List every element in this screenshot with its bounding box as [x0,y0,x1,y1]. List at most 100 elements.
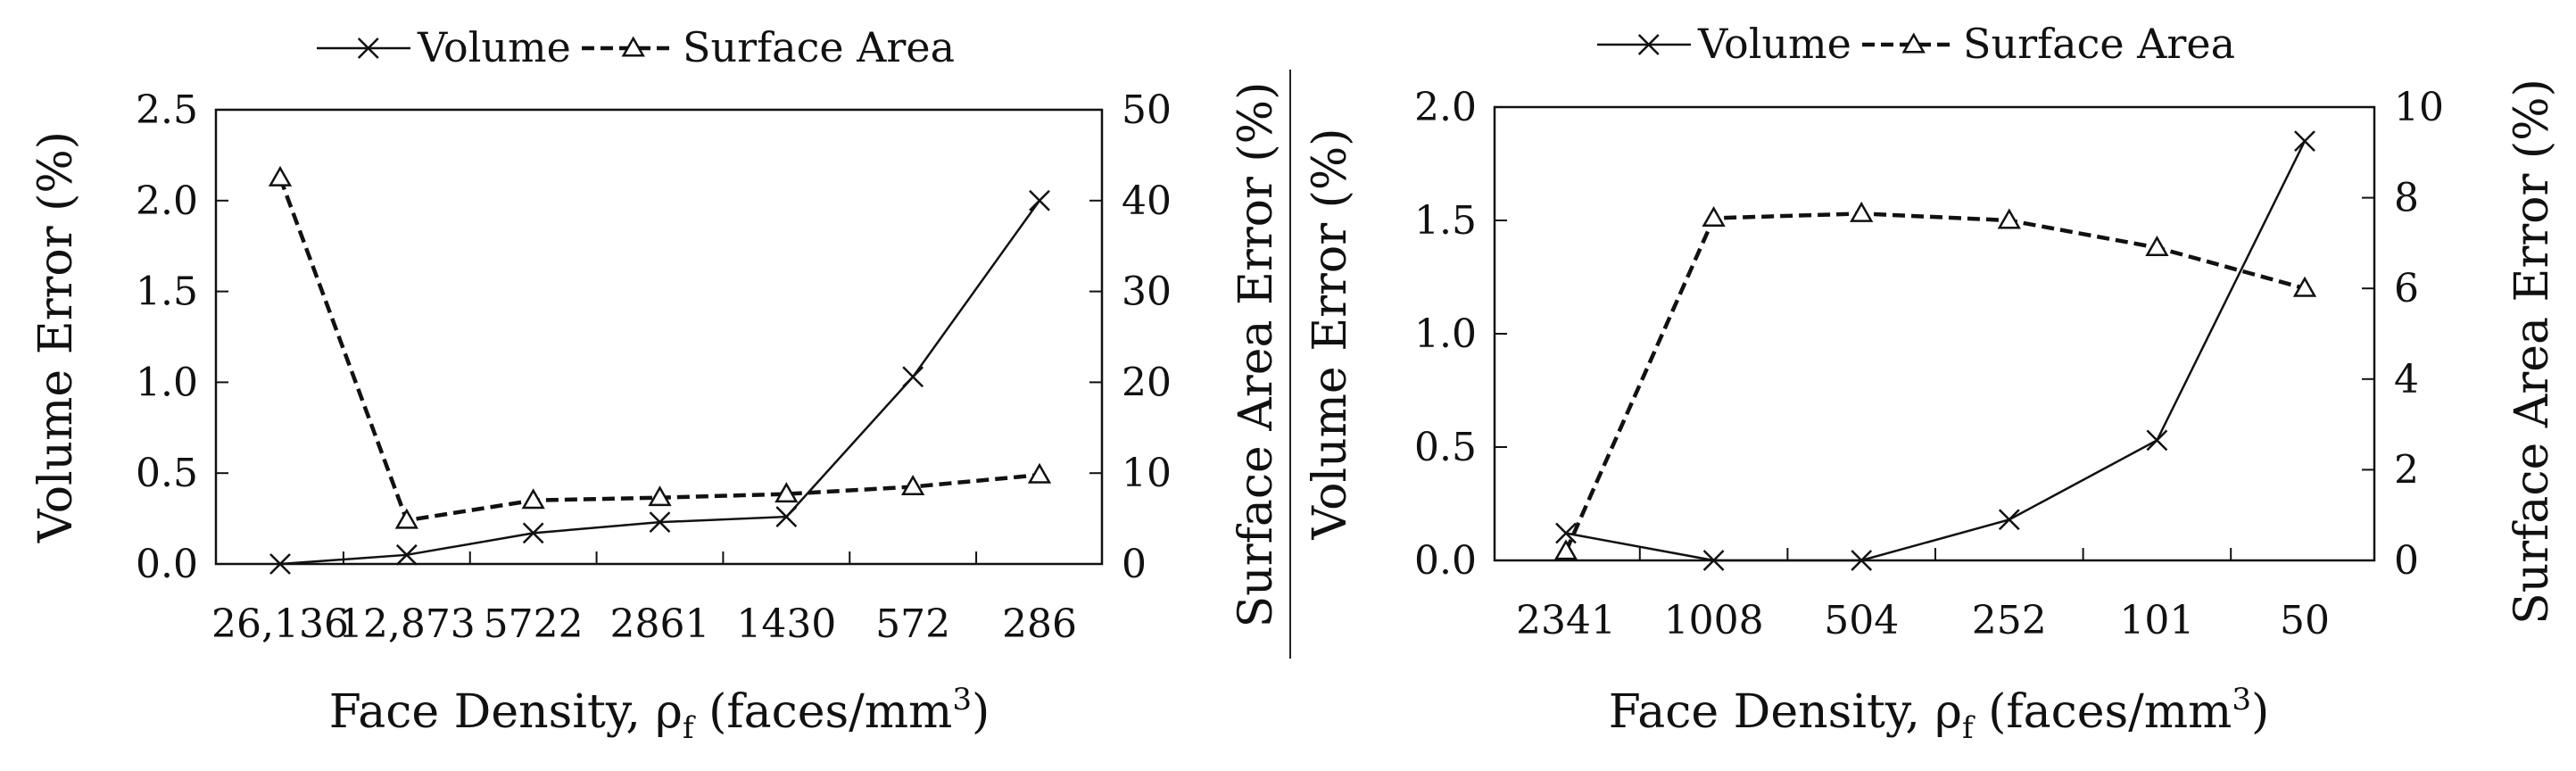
data-point-surface-area [394,508,418,529]
x-axis-label-part: Face Density, [1609,685,1935,739]
y-tick-label: 1.0 [136,360,198,405]
y2-tick-label: 30 [1122,269,1172,315]
y-tick-label: 0.0 [136,542,198,587]
data-point-volume [649,511,671,534]
y-axis-label: Volume Error (%) [29,131,83,543]
data-point-surface-area [774,482,799,503]
y-tick-label: 2.0 [136,178,198,224]
x-tick-label: 286 [1002,601,1077,647]
plot-frame [1493,105,2376,562]
legend-item-volume: Volume [317,23,571,71]
y-tick-label: 0.0 [1414,538,1477,584]
data-point-volume [269,553,291,575]
x-tick-label: 504 [1824,598,1899,643]
legend-label: Volume [417,23,571,71]
x-tick-label: 2341 [1516,598,1616,643]
data-point-surface-area [268,165,293,187]
data-point-volume [1702,550,1725,571]
data-point-surface-area [2145,235,2169,256]
series-line-surface-area [1563,211,2306,552]
series-line-surface-area [277,177,1040,523]
x-axis-label-part: ρ [655,685,683,739]
x-axis-label-part: Face Density, [329,685,656,739]
data-point-volume [1998,509,2020,531]
x-tick-label: 252 [1972,598,2047,643]
x-axis-label-part: (faces/mm [694,685,953,739]
data-point-surface-area [2292,276,2317,297]
data-point-volume [357,37,379,59]
data-point-volume [522,522,544,544]
y-tick-label: 1.0 [1414,311,1477,357]
y-tick-label: 1.5 [136,269,198,315]
y2-tick-label: 20 [1122,360,1172,405]
x-tick-label: 12,873 [338,601,476,647]
data-point-volume [1555,522,1577,544]
x-tick-label: 26,136 [211,601,349,647]
y-tick-label: 2.5 [136,87,198,133]
data-point-volume [2294,130,2315,152]
y-axis-label: Volume Error (%) [1304,128,1357,540]
chart-panel-2: 2341 1008 504 252 101 50 0.0 0.5 1.0 1.5 2.0 0 2 4 6 8 1… [1304,20,2559,746]
data-point-surface-area [1553,539,1578,560]
series-line-volume [1565,140,2307,562]
data-point-volume [2146,429,2168,452]
x-axis-label-part: 3 [2232,682,2251,717]
y-tick-label: 2.0 [1414,85,1477,130]
legend-label: Surface Area [683,23,955,71]
y-tick-label: 0.5 [1414,425,1477,470]
x-tick-label: 50 [2280,598,2330,643]
data-point-surface-area [901,474,925,495]
x-tick-label: 1008 [1664,598,1764,643]
y2-tick-label: 10 [1122,451,1172,496]
y2-tick-label: 4 [2394,357,2419,402]
y-tick-label: 0.5 [136,451,198,496]
y2-axis-label: Surface Area Error (%) [1230,82,1283,628]
y-tick-label: 1.5 [1414,198,1477,244]
data-point-volume [395,543,418,566]
data-point-volume [775,506,798,527]
x-axis-label-part: ρ [1934,685,1962,739]
y2-tick-label: 0 [2394,538,2419,584]
data-point-surface-area [521,488,545,510]
legend-item-volume: Volume [1597,20,1851,68]
y2-tick-label: 10 [2394,85,2444,130]
data-point-volume [1637,34,1660,55]
x-axis-label-part: ) [2251,685,2269,739]
data-point-volume [1851,550,1873,571]
x-axis-label-part: ) [972,685,990,739]
y2-tick-label: 6 [2394,266,2419,311]
legend-label: Volume [1697,20,1851,68]
y2-tick-label: 50 [1122,87,1172,133]
x-axis-label-part: 3 [952,682,972,717]
data-point-surface-area [621,36,645,57]
data-point-surface-area [1901,32,1926,54]
legend-item-surface-area: Surface Area [1862,20,2235,68]
data-point-volume [1029,189,1050,211]
data-point-surface-area [1850,201,1874,222]
y2-tick-label: 2 [2394,447,2419,493]
y2-tick-label: 0 [1122,542,1147,587]
data-point-surface-area [1997,208,2021,229]
y2-axis-label: Surface Area Error (%) [2506,79,2559,625]
data-point-surface-area [648,485,672,507]
legend-item-surface-area: Surface Area [582,23,955,71]
data-point-surface-area [1702,205,1726,227]
x-tick-label: 1430 [736,601,836,647]
x-tick-label: 5722 [484,601,584,647]
legend-label: Surface Area [1963,20,2235,68]
x-axis-label: Face Density, ρf (faces/mm3) [329,682,990,746]
plot-frame [214,108,1104,566]
y2-tick-label: 40 [1122,178,1172,224]
x-tick-label: 2861 [610,601,710,647]
x-axis-label-part: f [1962,710,1975,746]
x-tick-label: 572 [875,601,950,647]
x-axis-label-part: (faces/mm [1974,685,2232,739]
series-line-volume [279,200,1041,566]
x-tick-label: 101 [2119,598,2194,643]
data-point-surface-area [1027,462,1052,484]
data-point-volume [902,366,924,388]
x-axis-label: Face Density, ρf (faces/mm3) [1609,682,2270,746]
x-axis-label-part: f [683,710,696,746]
